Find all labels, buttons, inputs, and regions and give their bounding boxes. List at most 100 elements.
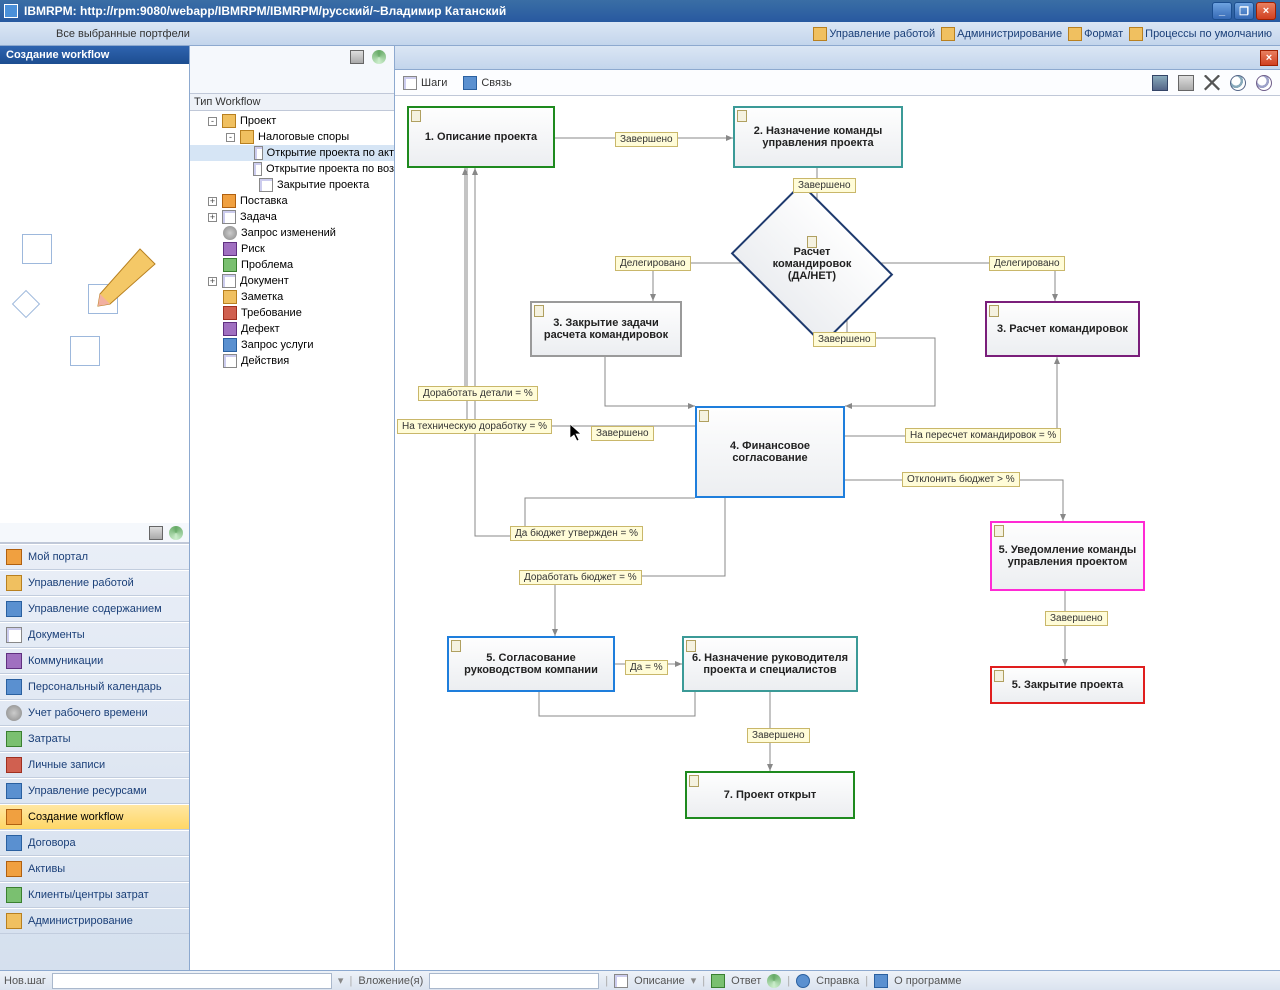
- tree-icon: [222, 194, 236, 208]
- nav-item[interactable]: Активы: [0, 856, 189, 882]
- tree-node[interactable]: Запрос услуги: [190, 337, 394, 353]
- print-icon[interactable]: [1178, 75, 1194, 91]
- description-icon: [614, 974, 628, 988]
- workflow-canvas[interactable]: 1. Описание проекта 2. Назначение команды…: [395, 96, 1280, 970]
- workflow-node[interactable]: 5. Закрытие проекта: [990, 666, 1145, 704]
- tree-node[interactable]: Требование: [190, 305, 394, 321]
- workflow-node[interactable]: 2. Назначение команды управления проекта: [733, 106, 903, 168]
- tree-node[interactable]: + Задача: [190, 209, 394, 225]
- node-doc-icon: [686, 640, 696, 652]
- nav-item[interactable]: Администрирование: [0, 908, 189, 934]
- workflow-decision[interactable]: Расчет командировок (ДА/НЕТ): [747, 214, 877, 314]
- canvas-close-button[interactable]: ×: [1260, 50, 1278, 66]
- tree-node[interactable]: - Налоговые споры: [190, 129, 394, 145]
- nav-label: Коммуникации: [28, 655, 103, 667]
- tree-node[interactable]: Дефект: [190, 321, 394, 337]
- tree-node[interactable]: Запрос изменений: [190, 225, 394, 241]
- node-label: 5. Закрытие проекта: [1012, 679, 1123, 691]
- tree-node[interactable]: Риск: [190, 241, 394, 257]
- topbar-link[interactable]: Формат: [1068, 27, 1123, 41]
- answer-button[interactable]: Ответ: [731, 975, 761, 987]
- nav-item[interactable]: Учет рабочего времени: [0, 700, 189, 726]
- topbar-link[interactable]: Администрирование: [941, 27, 1062, 41]
- workflow-node[interactable]: 1. Описание проекта: [407, 106, 555, 168]
- nav-item[interactable]: Клиенты/центры затрат: [0, 882, 189, 908]
- nav-item[interactable]: Договора: [0, 830, 189, 856]
- print-icon[interactable]: [350, 50, 364, 64]
- close-button[interactable]: ×: [1256, 2, 1276, 20]
- node-label: 3. Расчет командировок: [997, 323, 1128, 335]
- nav-item[interactable]: Документы: [0, 622, 189, 648]
- topbar-link[interactable]: Управление работой: [813, 27, 935, 41]
- workflow-node[interactable]: 7. Проект открыт: [685, 771, 855, 819]
- refresh-icon[interactable]: [372, 50, 386, 64]
- window-titlebar: IBMRPM: http://rpm:9080/webapp/IBMRPM/IB…: [0, 0, 1280, 22]
- save-icon[interactable]: [1152, 75, 1168, 91]
- expand-toggle[interactable]: -: [226, 133, 235, 142]
- navigation-list: Мой порталУправление работойУправление с…: [0, 544, 189, 970]
- attachments-input[interactable]: [429, 973, 599, 989]
- maximize-button[interactable]: ❐: [1234, 2, 1254, 20]
- edge-label: Доработать бюджет = %: [519, 570, 642, 585]
- nav-label: Документы: [28, 629, 85, 641]
- help-button[interactable]: Справка: [816, 975, 859, 987]
- tree-label: Риск: [241, 243, 265, 255]
- steps-tool[interactable]: Шаги: [403, 76, 447, 90]
- refresh-icon[interactable]: [169, 526, 183, 540]
- minimize-button[interactable]: _: [1212, 2, 1232, 20]
- nav-item[interactable]: Управление работой: [0, 570, 189, 596]
- nav-item[interactable]: Затраты: [0, 726, 189, 752]
- attachments-label[interactable]: Вложение(я): [358, 975, 423, 987]
- workflow-node[interactable]: 4. Финансовое согласование: [695, 406, 845, 498]
- tree-node[interactable]: Заметка: [190, 289, 394, 305]
- zoom-in-icon[interactable]: [1230, 75, 1246, 91]
- workflow-node[interactable]: 3. Закрытие задачи расчета командировок: [530, 301, 682, 357]
- nav-item[interactable]: Создание workflow: [0, 804, 189, 830]
- tree-node[interactable]: +Документ: [190, 273, 394, 289]
- print-icon[interactable]: [149, 526, 163, 540]
- tree-label: Открытие проекта по воз: [266, 163, 394, 175]
- workflow-node[interactable]: 5. Согласование руководством компании: [447, 636, 615, 692]
- tree-node[interactable]: Закрытие проекта: [190, 177, 394, 193]
- zoom-out-icon[interactable]: [1256, 75, 1272, 91]
- tree-node[interactable]: Действия: [190, 353, 394, 369]
- expand-toggle[interactable]: +: [208, 197, 217, 206]
- nav-label: Учет рабочего времени: [28, 707, 148, 719]
- tree-node[interactable]: Открытие проекта по акт: [190, 145, 394, 161]
- portfolios-label[interactable]: Все выбранные портфели: [56, 28, 190, 40]
- link-tool[interactable]: Связь: [463, 76, 511, 90]
- workflow-node[interactable]: 6. Назначение руководителя проекта и спе…: [682, 636, 858, 692]
- workflow-node[interactable]: 5. Уведомление команды управления проект…: [990, 521, 1145, 591]
- tree-node[interactable]: -Проект: [190, 113, 394, 129]
- tree-label: Налоговые споры: [258, 131, 349, 143]
- nav-item[interactable]: Коммуникации: [0, 648, 189, 674]
- app-icon: [4, 4, 18, 18]
- nav-item[interactable]: Мой портал: [0, 544, 189, 570]
- nav-label: Создание workflow: [28, 811, 123, 823]
- about-button[interactable]: О программе: [894, 975, 961, 987]
- tree-label: Задача: [240, 211, 277, 223]
- tree-node[interactable]: Проблема: [190, 257, 394, 273]
- tree-icon: [223, 322, 237, 336]
- expand-toggle[interactable]: -: [208, 117, 217, 126]
- refresh-icon[interactable]: [767, 974, 781, 988]
- description-button[interactable]: Описание: [634, 975, 685, 987]
- expand-toggle[interactable]: +: [208, 213, 217, 222]
- node-doc-icon: [994, 670, 1004, 682]
- tree-node[interactable]: +Поставка: [190, 193, 394, 209]
- workflow-node[interactable]: 3. Расчет командировок: [985, 301, 1140, 357]
- node-label: 5. Согласование руководством компании: [453, 652, 609, 676]
- topbar-link[interactable]: Процессы по умолчанию: [1129, 27, 1272, 41]
- expand-toggle[interactable]: +: [208, 277, 217, 286]
- tree-node[interactable]: Открытие проекта по воз: [190, 161, 394, 177]
- nav-item[interactable]: Персональный календарь: [0, 674, 189, 700]
- nav-item[interactable]: Личные записи: [0, 752, 189, 778]
- delete-icon[interactable]: [1204, 75, 1220, 91]
- new-step-label: Нов.шаг: [4, 975, 46, 987]
- nav-item[interactable]: Управление ресурсами: [0, 778, 189, 804]
- node-doc-icon: [451, 640, 461, 652]
- nav-item[interactable]: Управление содержанием: [0, 596, 189, 622]
- new-step-input[interactable]: [52, 973, 332, 989]
- left-panel-header: Создание workflow: [0, 46, 189, 64]
- tree-icon: [223, 290, 237, 304]
